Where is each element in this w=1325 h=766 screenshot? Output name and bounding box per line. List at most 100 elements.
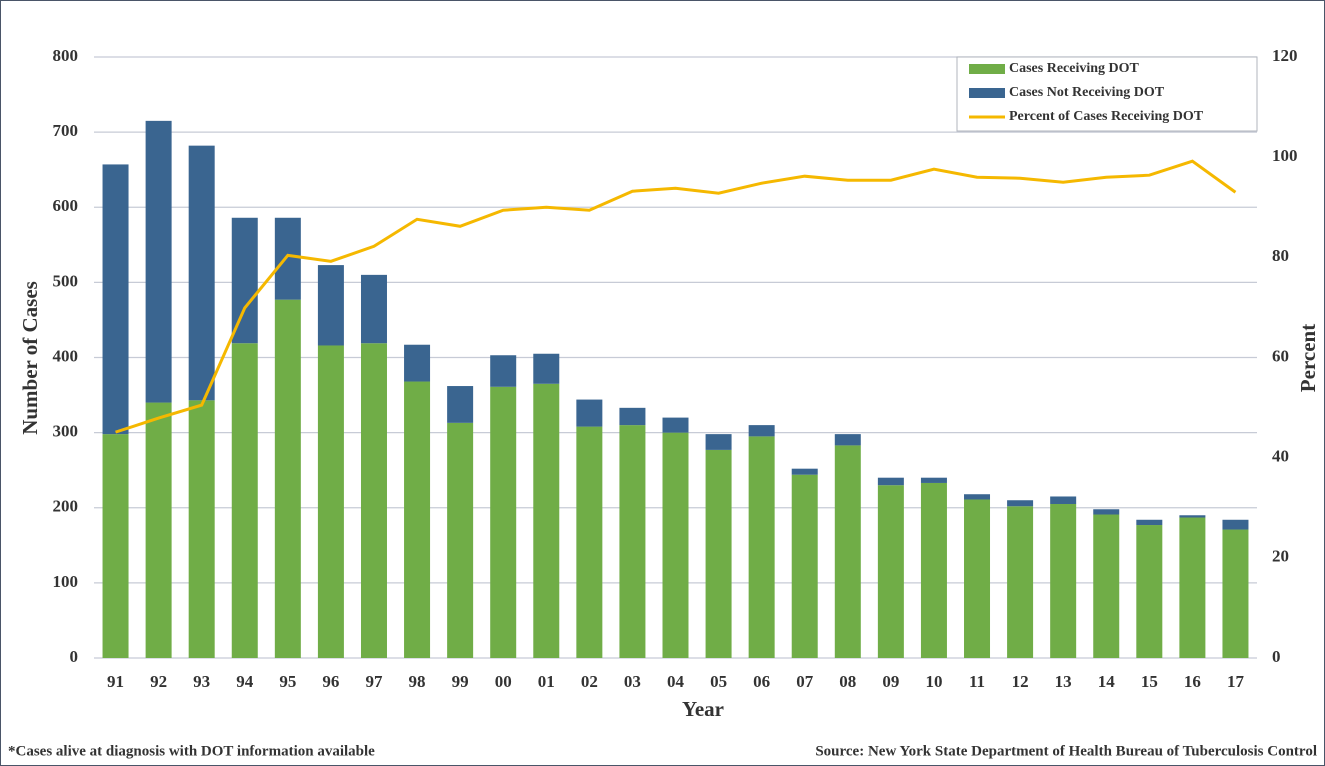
- bar: [102, 434, 129, 658]
- x-tick-label: 14: [1098, 672, 1116, 691]
- bar: [360, 274, 387, 344]
- bar: [748, 425, 775, 437]
- legend-box: [956, 56, 1258, 132]
- x-tick-label: 03: [624, 672, 641, 691]
- bar: [1222, 529, 1249, 658]
- x-tick-label: 16: [1184, 672, 1201, 691]
- bar: [102, 164, 129, 435]
- x-tick-label: 10: [925, 672, 942, 691]
- bar: [317, 265, 344, 346]
- bar: [188, 145, 215, 401]
- bar: [188, 400, 215, 658]
- legend-swatch: [969, 64, 1005, 74]
- x-tick-label: 15: [1141, 672, 1158, 691]
- bar: [791, 474, 818, 658]
- bar: [877, 477, 904, 486]
- bar: [662, 432, 689, 658]
- x-tick-label: 11: [969, 672, 985, 691]
- y-tick-label: 600: [53, 196, 79, 215]
- bar: [1093, 509, 1120, 515]
- x-tick-label: 12: [1012, 672, 1029, 691]
- bar: [791, 468, 818, 475]
- legend-label: Cases Receiving DOT: [1009, 61, 1140, 76]
- x-tick-label: 91: [107, 672, 124, 691]
- x-tick-label: 98: [409, 672, 426, 691]
- y-tick-label: 800: [53, 46, 79, 65]
- bar: [231, 343, 258, 658]
- x-tick-label: 93: [193, 672, 210, 691]
- bar: [964, 499, 991, 658]
- bar: [533, 353, 560, 384]
- legend-label: Cases Not Receiving DOT: [1009, 85, 1165, 100]
- bar: [1007, 506, 1034, 658]
- bar: [877, 485, 904, 658]
- x-axis-title: Year: [682, 697, 724, 721]
- y2-tick-label: 80: [1272, 246, 1289, 265]
- x-tick-label: 02: [581, 672, 598, 691]
- bar: [920, 482, 947, 658]
- bar: [834, 445, 861, 658]
- bar: [662, 417, 689, 433]
- legend-label: Percent of Cases Receiving DOT: [1009, 109, 1204, 124]
- y-axis-title: Number of Cases: [18, 281, 42, 435]
- x-tick-label: 13: [1055, 672, 1072, 691]
- y-tick-label: 100: [53, 572, 79, 591]
- bar: [1222, 519, 1249, 530]
- bar: [1179, 517, 1206, 658]
- bar: [274, 299, 301, 658]
- bar: [964, 494, 991, 500]
- x-tick-label: 06: [753, 672, 770, 691]
- bar: [619, 407, 646, 426]
- bar: [576, 399, 603, 427]
- x-tick-label: 95: [279, 672, 296, 691]
- bar: [145, 120, 172, 403]
- bar: [1179, 515, 1206, 518]
- source: Source: New York State Department of Hea…: [815, 743, 1317, 759]
- x-tick-label: 94: [236, 672, 254, 691]
- bar: [490, 386, 517, 658]
- x-tick-label: 07: [796, 672, 814, 691]
- bar: [834, 434, 861, 446]
- bar: [145, 402, 172, 658]
- bar: [404, 381, 431, 658]
- footnote: *Cases alive at diagnosis with DOT infor…: [8, 743, 375, 759]
- x-tick-label: 04: [667, 672, 685, 691]
- bar: [274, 217, 301, 300]
- y2-tick-label: 40: [1272, 447, 1289, 466]
- bar: [1050, 503, 1077, 658]
- line-series: [115, 159, 1237, 434]
- bar: [1093, 514, 1120, 658]
- x-tick-label: 17: [1227, 672, 1245, 691]
- x-tick-label: 92: [150, 672, 167, 691]
- y-tick-label: 500: [53, 271, 79, 290]
- bar: [748, 436, 775, 658]
- y2-tick-label: 20: [1272, 547, 1289, 566]
- bar: [447, 422, 474, 658]
- x-tick-label: 97: [365, 672, 383, 691]
- y2-axis-title: Percent: [1296, 324, 1320, 392]
- bar: [576, 426, 603, 658]
- x-tick-label: 08: [839, 672, 856, 691]
- x-tick-label: 05: [710, 672, 727, 691]
- bar: [317, 345, 344, 658]
- bar: [447, 386, 474, 423]
- bar: [404, 344, 431, 382]
- legend-swatch: [969, 88, 1005, 98]
- x-tick-label: 99: [452, 672, 469, 691]
- y-tick-label: 200: [53, 497, 79, 516]
- y2-tick-label: 120: [1272, 46, 1298, 65]
- bar: [533, 383, 560, 658]
- bar: [705, 449, 732, 658]
- bar: [1136, 525, 1163, 658]
- bar: [1050, 496, 1077, 504]
- bar: [619, 425, 646, 658]
- x-tick-label: 96: [322, 672, 339, 691]
- y-tick-label: 700: [53, 121, 79, 140]
- y-tick-label: 0: [70, 647, 79, 666]
- bar: [705, 434, 732, 450]
- y2-tick-label: 100: [1272, 146, 1298, 165]
- x-tick-label: 01: [538, 672, 555, 691]
- y2-tick-label: 0: [1272, 647, 1281, 666]
- bar: [920, 477, 947, 483]
